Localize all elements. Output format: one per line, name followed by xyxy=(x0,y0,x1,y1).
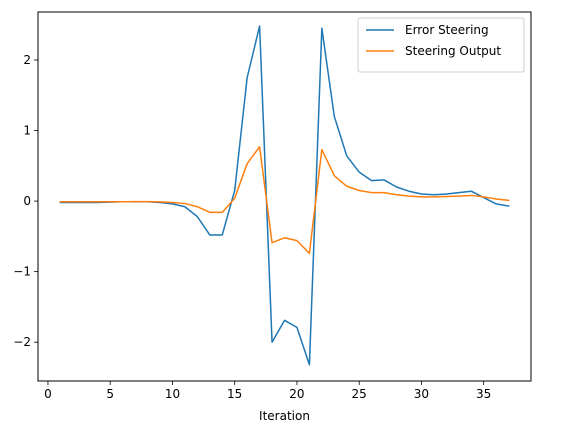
legend-label-2: Steering Output xyxy=(405,44,501,58)
series-layer xyxy=(59,25,510,366)
y-tick-label: −1 xyxy=(13,265,31,279)
x-tick-label: 5 xyxy=(106,387,114,401)
x-tick-label: 15 xyxy=(227,387,242,401)
y-tick-label: 2 xyxy=(23,53,31,67)
legend-label-1: Error Steering xyxy=(405,23,489,37)
series-line-2 xyxy=(59,146,510,255)
y-tick-label: −2 xyxy=(13,335,31,349)
legend: Error Steering Steering Output xyxy=(357,17,525,73)
y-tick-label: 0 xyxy=(23,194,31,208)
x-axis-title: Iteration xyxy=(259,409,310,423)
x-tick-label: 25 xyxy=(352,387,367,401)
plot-area-frame xyxy=(37,11,532,382)
x-tick-label: 35 xyxy=(476,387,491,401)
x-tick-label: 30 xyxy=(414,387,429,401)
x-tick-label: 10 xyxy=(165,387,180,401)
ticks-layer: 0 5 10 15 20 25 30 35 −2 −1 0 1 2 xyxy=(13,53,491,401)
y-tick-label: 1 xyxy=(23,124,31,138)
x-tick-label: 20 xyxy=(289,387,304,401)
x-tick-label: 0 xyxy=(44,387,52,401)
legend-box xyxy=(357,17,525,73)
